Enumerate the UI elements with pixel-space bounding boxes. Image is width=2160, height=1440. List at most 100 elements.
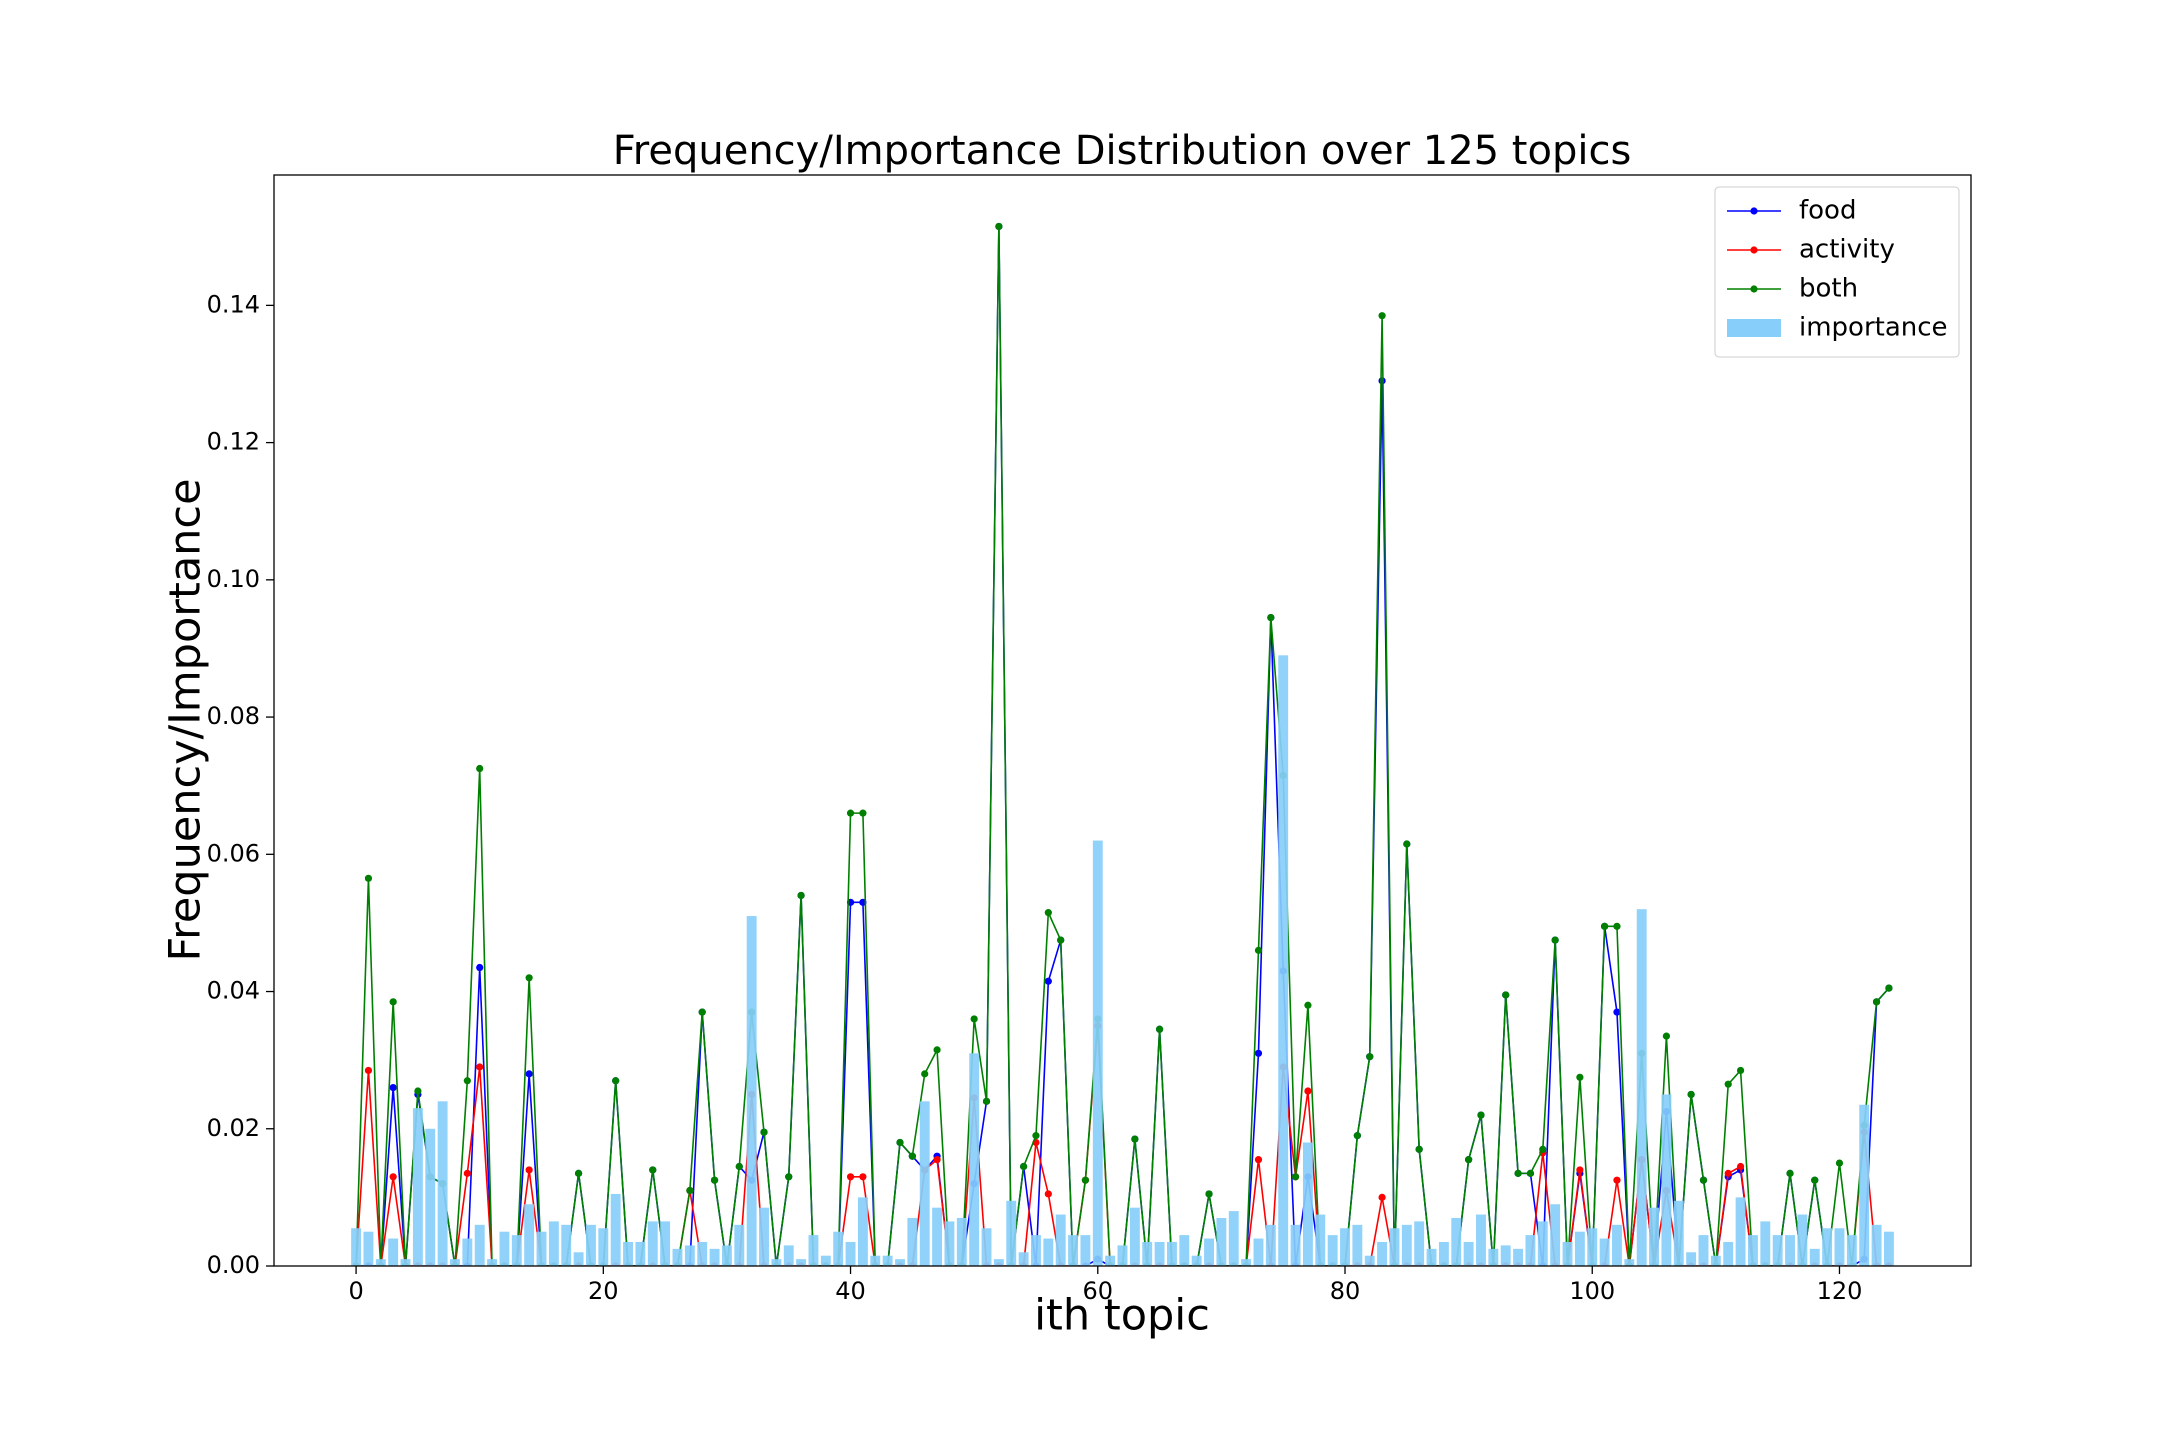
point [1786,1169,1794,1177]
point [1020,1162,1028,1171]
bar [375,1259,386,1266]
point [1254,946,1263,954]
bar [1315,1214,1326,1266]
x-tick-label: 120 [1817,1277,1863,1305]
point [1551,936,1559,944]
bar [1278,655,1289,1266]
y-tick-label: 0.10 [207,565,260,593]
legend-swatch [1727,319,1781,337]
point [1724,1080,1732,1088]
bar [1167,1241,1177,1266]
x-tick-label: 40 [835,1277,866,1305]
point [476,1063,484,1071]
bar [1401,1224,1412,1266]
bar [363,1231,374,1266]
legend-box [1714,186,1960,358]
bar [944,1221,955,1266]
bar [1513,1248,1524,1266]
point [1724,1169,1732,1177]
bar [1698,1235,1709,1266]
point [612,1077,620,1085]
bar [1241,1259,1252,1266]
bar [796,1259,807,1266]
legend-marker [1750,207,1758,215]
bar [1859,1104,1870,1266]
point [1477,1111,1485,1119]
bar [709,1248,720,1266]
legend-label: importance [1799,313,1948,343]
legend-label: activity [1799,235,1895,265]
point [1254,1156,1263,1164]
point [970,1015,978,1023]
point [735,1162,743,1171]
bar [635,1241,646,1266]
bar [808,1235,819,1266]
bar [1043,1238,1054,1266]
bar [1216,1217,1227,1266]
bar [1834,1228,1845,1266]
x-tick-label: 60 [1083,1277,1114,1305]
bar [647,1221,658,1266]
point [1081,1176,1090,1184]
point [389,1173,397,1181]
x-tick-label: 100 [1569,1277,1615,1305]
bar [1018,1252,1029,1266]
bar [1414,1221,1425,1266]
bar [882,1255,893,1266]
y-tick-label: 0.12 [207,428,260,456]
legend-marker [1750,246,1758,254]
point [1613,1176,1621,1184]
bar [623,1241,633,1266]
bar [981,1228,992,1266]
point [1699,1176,1708,1184]
point [859,809,867,817]
point [846,809,855,817]
bar [1364,1255,1375,1266]
bar [783,1245,794,1266]
point [1403,840,1411,848]
point [389,998,397,1006]
y-tick-label: 0.04 [207,977,260,1005]
bar [1228,1211,1239,1266]
chart-title: Frequency/Importance Distribution over 1… [613,128,1632,174]
point [525,1166,533,1174]
point [364,874,373,882]
bar [524,1204,535,1266]
point [1304,1001,1312,1009]
bar [1599,1238,1610,1266]
bar [969,1053,980,1266]
bar [1883,1231,1894,1266]
bar [1389,1228,1400,1266]
bar [1080,1235,1091,1266]
bar [820,1255,831,1266]
bar [474,1224,485,1266]
bar [870,1255,881,1266]
point [1205,1190,1213,1198]
bar [1426,1248,1437,1266]
bar [734,1224,745,1266]
bar [857,1197,868,1266]
point [1526,1169,1535,1177]
y-tick-label: 0.06 [207,839,260,867]
point [1539,1145,1547,1153]
bar [1352,1224,1363,1266]
bar [412,1108,423,1266]
bar [1760,1221,1771,1266]
y-tick-label: 0.02 [207,1114,260,1142]
bar [1438,1241,1449,1266]
x-tick-label: 0 [348,1277,363,1305]
bar [1710,1255,1721,1266]
bar [1340,1228,1350,1266]
bar [1846,1235,1857,1266]
y-axis-label: Frequency/Importance [161,478,211,961]
bar [610,1193,621,1266]
point [476,963,484,972]
point [1415,1145,1423,1153]
point [921,1070,929,1078]
bar [561,1224,572,1266]
point [1304,1087,1312,1095]
point [1044,1190,1052,1198]
bar [1105,1255,1116,1266]
point [1662,1032,1671,1040]
point [896,1138,904,1147]
